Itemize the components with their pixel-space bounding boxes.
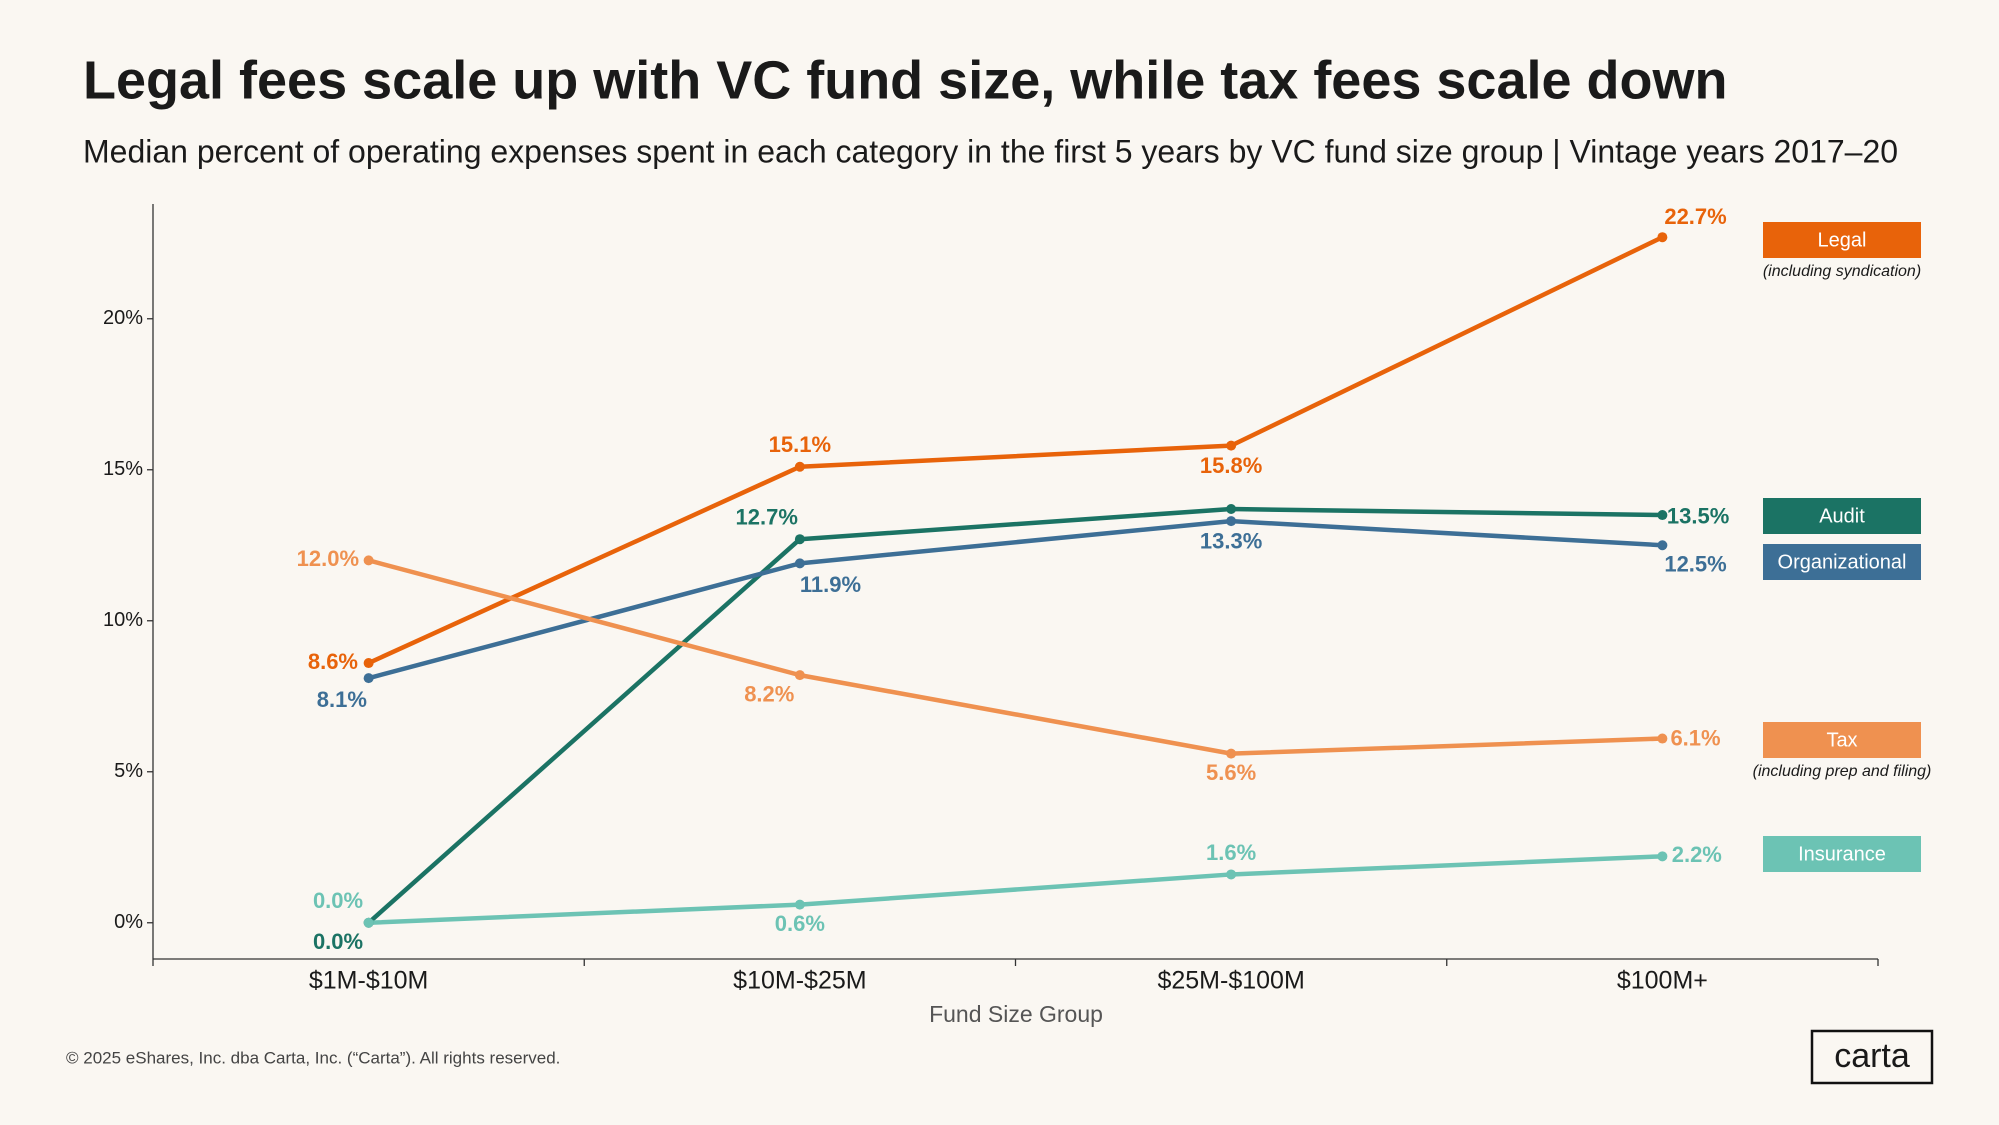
series-line: [367, 506, 1663, 925]
chart-subtitle: Median percent of operating expenses spe…: [83, 133, 1898, 169]
logo-box: [1810, 1029, 1934, 1085]
data-label: 15.1%: [769, 432, 831, 457]
legend-swatch: [1763, 222, 1921, 258]
x-tick-label: $25M-$100M: [1157, 967, 1304, 995]
data-point: [363, 673, 374, 684]
data-point: [1226, 504, 1237, 515]
logo: carta: [1834, 1037, 1910, 1075]
data-label: 12.5%: [1664, 551, 1726, 576]
data-label: 15.8%: [1200, 453, 1262, 478]
y-tick-label: 0%: [114, 911, 143, 933]
data-point: [794, 558, 805, 569]
y-tick-label: 20%: [103, 307, 143, 329]
data-point: [794, 461, 805, 472]
data-point: [1657, 851, 1668, 862]
data-label: 12.7%: [736, 505, 798, 530]
data-point: [363, 658, 374, 669]
data-label: 8.1%: [317, 687, 367, 712]
y-tick-label: 15%: [103, 458, 143, 480]
data-label: 2.2%: [1672, 842, 1722, 867]
data-point: [363, 555, 374, 566]
legend-label: Insurance: [1798, 843, 1886, 865]
x-tick-label: $100M+: [1617, 967, 1708, 995]
x-axis-label: Fund Size Group: [929, 1001, 1103, 1027]
y-tick-label: 10%: [103, 609, 143, 631]
data-label: 5.6%: [1206, 760, 1256, 785]
series-line: [367, 235, 1664, 666]
legend-note: (including prep and filing): [1753, 763, 1932, 780]
data-label: 8.6%: [308, 649, 358, 674]
data-label: 13.5%: [1667, 503, 1729, 528]
data-label: 13.3%: [1200, 529, 1262, 554]
data-label: 0.6%: [775, 911, 825, 936]
legend-label: Legal: [1818, 229, 1867, 251]
data-point: [1226, 869, 1237, 880]
data-label: 0.0%: [313, 888, 363, 913]
data-point: [363, 917, 374, 928]
data-label: 11.9%: [800, 572, 861, 597]
legend-note: (including syndication): [1763, 263, 1921, 280]
series-line: [368, 558, 1663, 756]
chart-title: Legal fees scale up with VC fund size, w…: [83, 50, 1728, 110]
y-tick-label: 5%: [114, 760, 143, 782]
data-point: [794, 670, 805, 681]
data-point: [794, 899, 805, 910]
data-point: [1226, 440, 1237, 451]
data-point: [1657, 232, 1668, 243]
data-label: 8.2%: [744, 681, 794, 706]
legend-swatch: [1763, 722, 1921, 758]
data-label: 22.7%: [1664, 204, 1726, 229]
legend-swatch: [1763, 544, 1921, 580]
data-point: [794, 534, 805, 545]
data-label: 12.0%: [297, 546, 359, 571]
x-tick-label: $10M-$25M: [733, 967, 866, 995]
data-label: 1.6%: [1206, 840, 1256, 865]
data-point: [1657, 733, 1668, 744]
legend-swatch: [1763, 498, 1921, 534]
data-point: [1657, 510, 1668, 521]
legend-swatch: [1763, 836, 1921, 872]
data-point: [1657, 540, 1668, 551]
x-tick-label: $1M-$10M: [309, 967, 429, 995]
legend-label: Tax: [1826, 729, 1857, 751]
series-line: [368, 854, 1663, 926]
data-point: [1226, 748, 1237, 759]
legend-label: Audit: [1819, 505, 1865, 527]
legend-label: Organizational: [1778, 551, 1907, 573]
data-point: [1226, 516, 1237, 527]
series-line: [368, 518, 1663, 681]
footer: © 2025 eShares, Inc. dba Carta, Inc. (“C…: [66, 1048, 560, 1067]
data-label: 0.0%: [313, 929, 363, 954]
data-label: 6.1%: [1670, 726, 1720, 751]
